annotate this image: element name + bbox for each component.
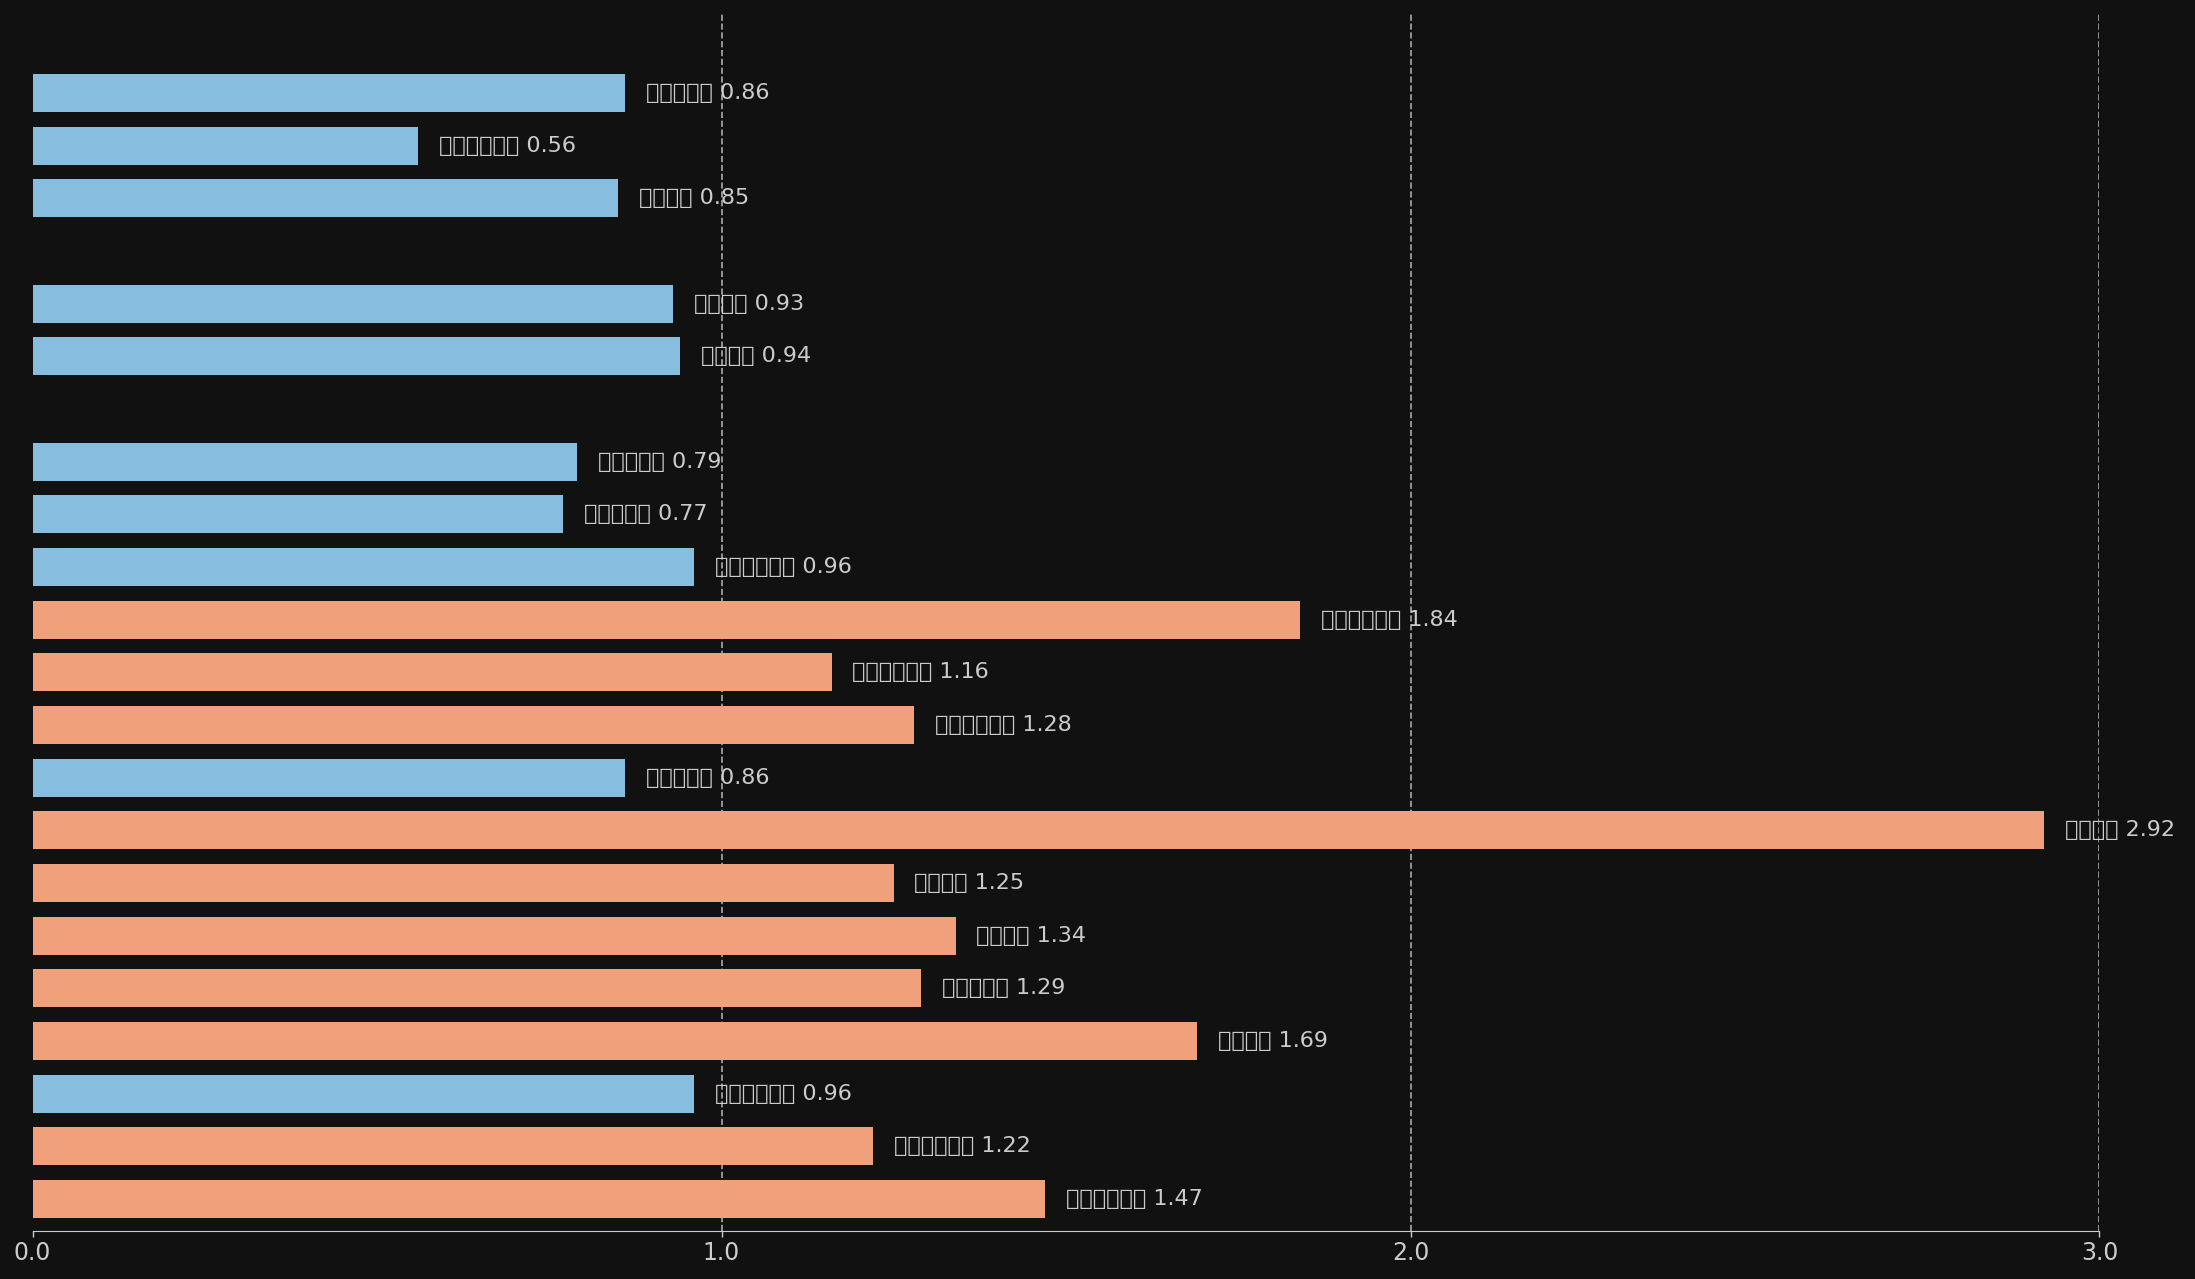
Bar — [33, 601, 1299, 638]
Text: 山形大学 0.85: 山形大学 0.85 — [639, 188, 748, 208]
Text: 立命館大学 0.86: 立命館大学 0.86 — [645, 83, 768, 102]
Text: 横浜市立大学 0.56: 横浜市立大学 0.56 — [439, 136, 575, 156]
Bar — [33, 758, 626, 797]
Bar — [33, 706, 915, 744]
Bar — [33, 547, 694, 586]
Text: 同志社大学 0.77: 同志社大学 0.77 — [584, 504, 707, 524]
Bar — [33, 654, 832, 691]
Bar — [33, 74, 626, 111]
Bar — [33, 865, 893, 902]
Text: 九州工業大学 1.22: 九州工業大学 1.22 — [893, 1137, 1029, 1156]
Bar — [33, 1074, 694, 1113]
Bar — [33, 338, 680, 375]
Text: 近畿大学 1.69: 近畿大学 1.69 — [1218, 1031, 1328, 1051]
Bar — [33, 1181, 1045, 1218]
Bar — [33, 443, 577, 481]
Text: 静岡大学 1.25: 静岡大学 1.25 — [915, 874, 1025, 893]
Text: 滋賀大学 1.34: 滋賀大学 1.34 — [977, 926, 1087, 945]
Bar — [33, 969, 922, 1008]
Text: 東京電機大学 1.16: 東京電機大学 1.16 — [852, 663, 990, 682]
Text: 名古屋大学 0.79: 名古屋大学 0.79 — [597, 451, 720, 472]
Bar — [33, 811, 2044, 849]
Bar — [33, 1128, 874, 1165]
Bar — [33, 917, 955, 954]
Text: 島根大学 2.92: 島根大学 2.92 — [2065, 820, 2175, 840]
Text: 広島大学 0.94: 広島大学 0.94 — [700, 347, 810, 366]
Text: 東京工科大学 1.28: 東京工科大学 1.28 — [935, 715, 1071, 735]
Bar — [33, 495, 564, 533]
Bar — [33, 1022, 1196, 1060]
Text: 東京都市大学 1.84: 東京都市大学 1.84 — [1321, 610, 1457, 629]
Text: 京都産業大学 0.96: 京都産業大学 0.96 — [716, 1083, 852, 1104]
Text: 法政大学 0.93: 法政大学 0.93 — [694, 294, 803, 313]
Bar — [33, 179, 619, 217]
Bar — [33, 285, 674, 322]
Bar — [33, 127, 419, 165]
Text: 工学院大学 1.29: 工学院大学 1.29 — [942, 978, 1065, 999]
Text: 津田塑大学 0.86: 津田塑大学 0.86 — [645, 767, 768, 788]
Text: 関西学院大学 1.47: 関西学院大学 1.47 — [1067, 1189, 1203, 1209]
Text: 東京理科大学 0.96: 東京理科大学 0.96 — [716, 556, 852, 577]
